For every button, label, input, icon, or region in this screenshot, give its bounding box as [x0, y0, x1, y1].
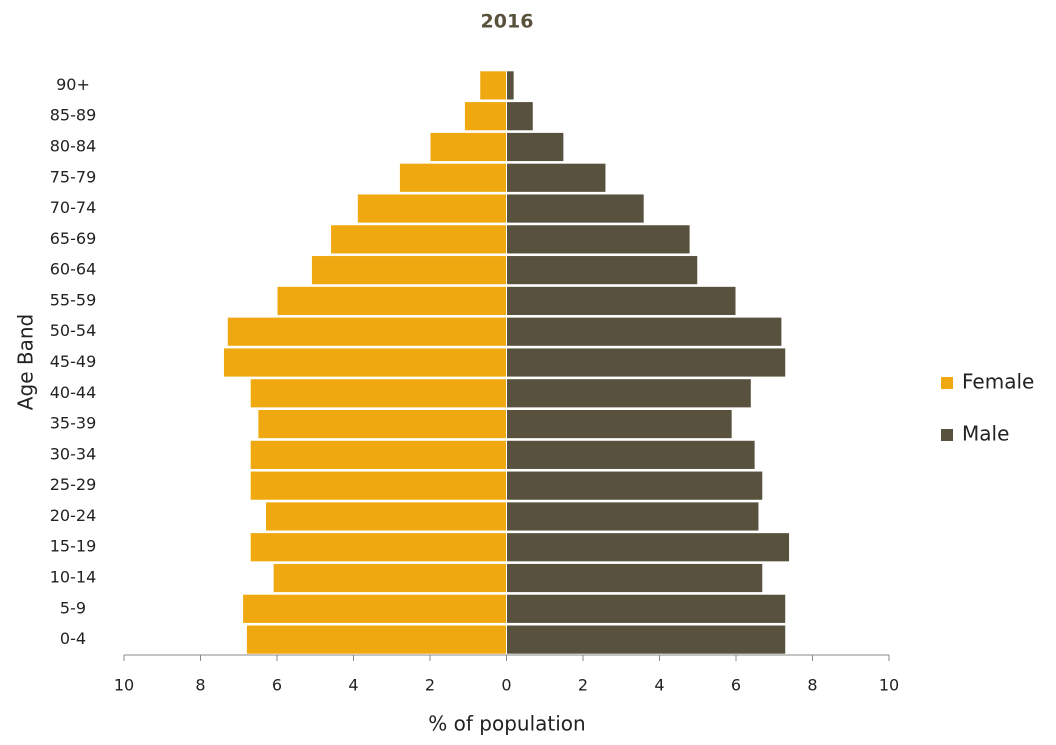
- bar: [506, 347, 787, 378]
- y-tick-label: 50-54: [50, 321, 97, 340]
- bar: [506, 562, 764, 594]
- bar: [506, 439, 756, 470]
- bar: [242, 593, 507, 624]
- y-tick-label: 80-84: [50, 136, 97, 155]
- y-axis-label: Age Band: [14, 314, 38, 410]
- bar: [245, 624, 507, 655]
- y-tick-label: 90+: [56, 75, 90, 94]
- bar: [257, 408, 507, 440]
- y-tick-label: 75-79: [50, 167, 97, 186]
- bar: [506, 408, 733, 440]
- bar: [506, 593, 787, 624]
- bar: [506, 255, 699, 286]
- bar: [249, 378, 507, 409]
- y-tick-label: 0-4: [60, 629, 86, 648]
- y-tick-label: 60-64: [50, 260, 97, 279]
- y-tick-label: 10-14: [50, 568, 97, 587]
- x-tick-label: 6: [272, 676, 282, 695]
- y-tick-label: 15-19: [50, 537, 97, 556]
- chart-title: 2016: [481, 11, 534, 33]
- bar: [276, 285, 507, 317]
- bar: [330, 224, 507, 255]
- bar: [506, 193, 645, 224]
- bar: [506, 378, 752, 409]
- legend-swatch: [941, 429, 953, 441]
- legend-label: Male: [962, 422, 1009, 446]
- bar: [506, 532, 791, 563]
- x-tick-label: 8: [807, 676, 817, 695]
- bar: [463, 101, 507, 132]
- bar: [222, 347, 507, 378]
- bar: [506, 162, 607, 193]
- y-tick-label: 55-59: [50, 290, 97, 309]
- y-tick-label: 5-9: [60, 598, 86, 617]
- y-tick-label: 65-69: [50, 229, 97, 248]
- bar: [506, 70, 515, 101]
- bar: [506, 470, 764, 501]
- bar: [429, 131, 507, 163]
- bar: [479, 70, 508, 101]
- y-tick-label: 35-39: [50, 414, 97, 433]
- y-tick-label: 45-49: [50, 352, 97, 371]
- x-tick-label: 4: [654, 676, 664, 695]
- bar: [265, 501, 507, 532]
- x-tick-label: 10: [114, 676, 134, 695]
- bar: [249, 532, 507, 563]
- bar: [398, 162, 507, 193]
- y-tick-label: 70-74: [50, 198, 97, 217]
- bar: [506, 285, 737, 317]
- x-tick-label: 4: [348, 676, 358, 695]
- x-tick-label: 10: [879, 676, 899, 695]
- bar: [310, 255, 507, 286]
- bar: [506, 501, 760, 532]
- bar: [356, 193, 508, 224]
- bar: [506, 624, 787, 655]
- bar: [249, 470, 507, 501]
- x-tick-label: 8: [195, 676, 205, 695]
- bar: [506, 101, 534, 132]
- y-tick-label: 85-89: [50, 106, 97, 125]
- legend-label: Female: [962, 370, 1034, 394]
- x-tick-label: 2: [578, 676, 588, 695]
- bar: [506, 316, 783, 347]
- y-tick-label: 25-29: [50, 475, 97, 494]
- x-tick-label: 6: [731, 676, 741, 695]
- bar: [272, 562, 507, 594]
- y-tick-label: 20-24: [50, 506, 97, 525]
- x-axis-label: % of population: [428, 712, 585, 736]
- bar: [506, 131, 565, 163]
- bar: [226, 316, 507, 347]
- x-tick-label: 0: [501, 676, 511, 695]
- x-tick-label: 2: [425, 676, 435, 695]
- y-tick-label: 30-34: [50, 444, 97, 463]
- bar: [249, 439, 507, 470]
- bar: [506, 224, 691, 255]
- legend-swatch: [941, 377, 953, 389]
- y-tick-label: 40-44: [50, 383, 97, 402]
